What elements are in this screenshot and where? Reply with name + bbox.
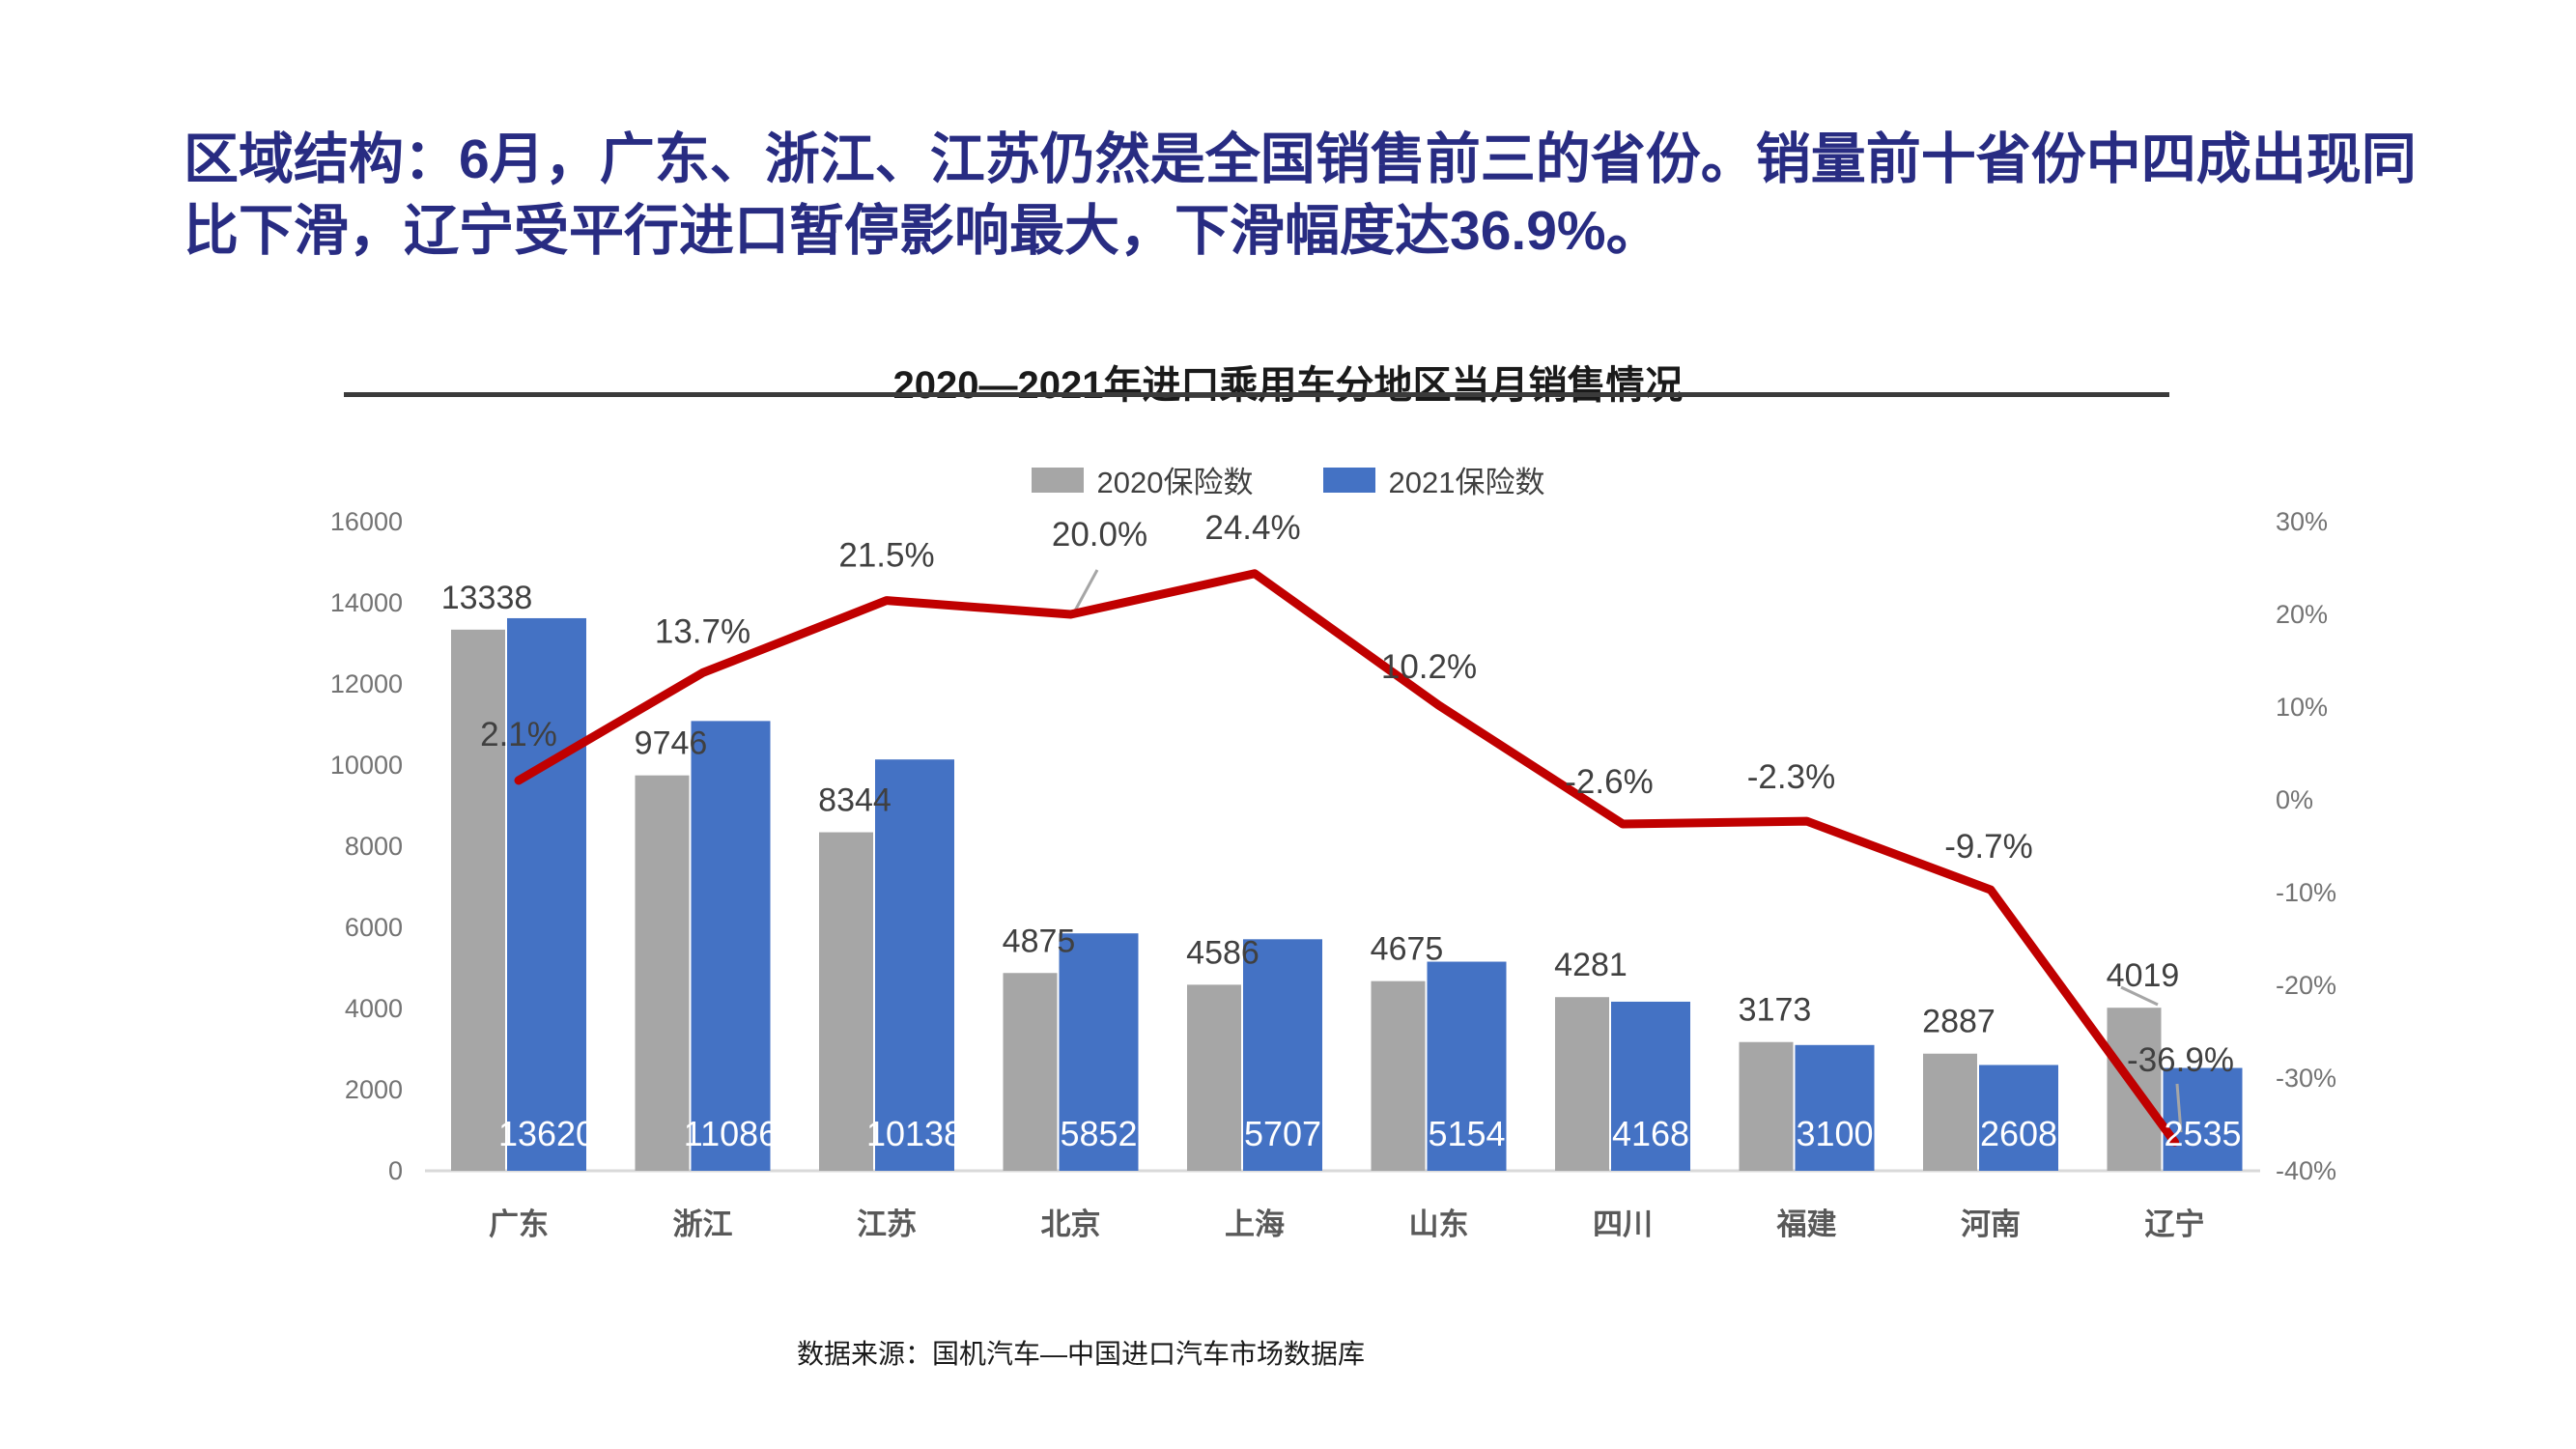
value-label-2020-7: 3173 — [1739, 992, 1812, 1029]
left-axis-tick: 2000 — [345, 1075, 403, 1104]
right-axis-tick: 30% — [2276, 507, 2328, 536]
value-label-2021-6: 4168 — [1612, 1114, 1689, 1153]
left-axis-tick: 6000 — [345, 913, 403, 942]
bar-2020-2 — [819, 832, 873, 1171]
bar-2020-4 — [1187, 984, 1241, 1171]
legend-marker-2020-icon — [1031, 467, 1084, 493]
pct-label-4: 24.4% — [1204, 509, 1300, 547]
leader-line-value-4019 — [2120, 985, 2159, 1007]
pct-label-8: -9.7% — [1944, 828, 2032, 866]
value-label-2020-6: 4281 — [1554, 947, 1628, 983]
pct-label-2: 21.5% — [838, 537, 934, 575]
legend-item-2020: 2020保险数 — [1031, 458, 1254, 501]
bar-2021-3 — [1059, 933, 1139, 1171]
bar-2021-4 — [1243, 939, 1322, 1171]
bar-2020-3 — [1003, 973, 1058, 1171]
bar-2021-7 — [1795, 1044, 1875, 1171]
value-label-2021-9: 2535 — [2164, 1114, 2241, 1153]
bar-2021-6 — [1611, 1001, 1690, 1171]
value-label-2020-1: 9746 — [635, 725, 708, 762]
pct-label-5: 10.2% — [1381, 648, 1477, 686]
leader-line-pct-20 — [1072, 569, 1099, 613]
left-axis-tick: 10000 — [330, 751, 403, 780]
value-label-2021-7: 3100 — [1796, 1114, 1873, 1153]
value-label-2020-5: 4675 — [1371, 931, 1444, 968]
left-axis-tick: 14000 — [330, 588, 403, 617]
right-axis-tick: -40% — [2276, 1156, 2336, 1185]
legend-label-2021: 2021保险数 — [1388, 466, 1545, 499]
left-axis-tick: 8000 — [345, 832, 403, 861]
pct-label-3: 20.0% — [1052, 516, 1147, 554]
category-label-9: 辽宁 — [2145, 1208, 2205, 1241]
right-axis-tick: 0% — [2276, 785, 2313, 814]
bar-2020-5 — [1371, 980, 1426, 1171]
slide-headline: 区域结构：6月，广东、浙江、江苏仍然是全国销售前三的省份。销量前十省份中四成出现… — [184, 128, 2417, 263]
chart-legend: 2020保险数 2021保险数 — [0, 458, 2576, 501]
legend-item-2021: 2021保险数 — [1322, 458, 1545, 501]
value-label-2020-3: 4875 — [1003, 923, 1076, 959]
bar-2021-0 — [507, 617, 586, 1171]
legend-label-2020: 2020保险数 — [1096, 466, 1254, 499]
right-axis-tick: -20% — [2276, 971, 2336, 1000]
title-underline — [344, 392, 2169, 397]
pct-label-0: 2.1% — [480, 716, 557, 753]
category-label-5: 山东 — [1409, 1208, 1469, 1241]
category-label-4: 上海 — [1225, 1208, 1285, 1241]
left-axis-tick: 16000 — [330, 507, 403, 536]
pct-label-7: -2.3% — [1747, 758, 1835, 796]
category-label-2: 江苏 — [857, 1208, 917, 1241]
yoy-growth-line — [514, 569, 2179, 1147]
pct-label-1: 13.7% — [655, 612, 750, 650]
value-label-2021-5: 5154 — [1428, 1114, 1505, 1153]
value-label-2021-1: 11086 — [684, 1114, 778, 1153]
right-axis-tick: -10% — [2276, 878, 2336, 907]
value-label-2021-2: 10138 — [866, 1114, 963, 1153]
bar-2020-0 — [451, 629, 505, 1171]
value-label-2020-9: 4019 — [2107, 957, 2180, 994]
left-axis-tick: 0 — [388, 1156, 403, 1185]
bar-2021-5 — [1427, 961, 1507, 1171]
right-axis-tick: 10% — [2276, 693, 2328, 722]
value-label-2020-8: 2887 — [1922, 1004, 1996, 1040]
value-label-2021-0: 13620 — [498, 1114, 595, 1153]
pct-label-9: -36.9% — [2127, 1041, 2234, 1079]
bar-2020-7 — [1739, 1041, 1794, 1171]
bar-2021-2 — [875, 759, 954, 1171]
left-axis-tick: 4000 — [345, 994, 403, 1023]
bar-2020-1 — [635, 775, 690, 1171]
legend-marker-2021-icon — [1322, 467, 1375, 493]
category-label-3: 北京 — [1041, 1208, 1101, 1241]
category-label-7: 福建 — [1776, 1208, 1837, 1241]
category-label-8: 河南 — [1961, 1208, 2021, 1241]
value-label-2021-3: 5852 — [1060, 1114, 1137, 1153]
value-label-2020-0: 13338 — [441, 580, 533, 616]
bar-2020-8 — [1923, 1053, 1977, 1171]
bar-2020-6 — [1555, 997, 1609, 1171]
value-label-2020-2: 8344 — [818, 782, 892, 819]
category-label-1: 浙江 — [673, 1208, 733, 1241]
value-label-2020-4: 4586 — [1186, 934, 1260, 971]
bar-2021-1 — [691, 721, 771, 1171]
data-source-note: 数据来源：国机汽车—中国进口汽车市场数据库 — [797, 1339, 1366, 1369]
bar-2021-8 — [1979, 1065, 2058, 1171]
category-label-0: 广东 — [489, 1208, 549, 1241]
right-axis-tick: -30% — [2276, 1064, 2336, 1093]
pct-label-6: -2.6% — [1565, 763, 1653, 801]
left-axis-tick: 12000 — [330, 669, 403, 698]
category-label-6: 四川 — [1593, 1208, 1653, 1241]
chart-title: 2020—2021年进口乘用车分地区当月销售情况 — [892, 364, 1684, 407]
right-axis-tick: 20% — [2276, 600, 2328, 629]
leader-line-pct-minus369 — [2175, 1083, 2183, 1133]
value-label-2021-4: 5707 — [1244, 1114, 1321, 1153]
value-label-2021-8: 2608 — [1980, 1114, 2057, 1153]
